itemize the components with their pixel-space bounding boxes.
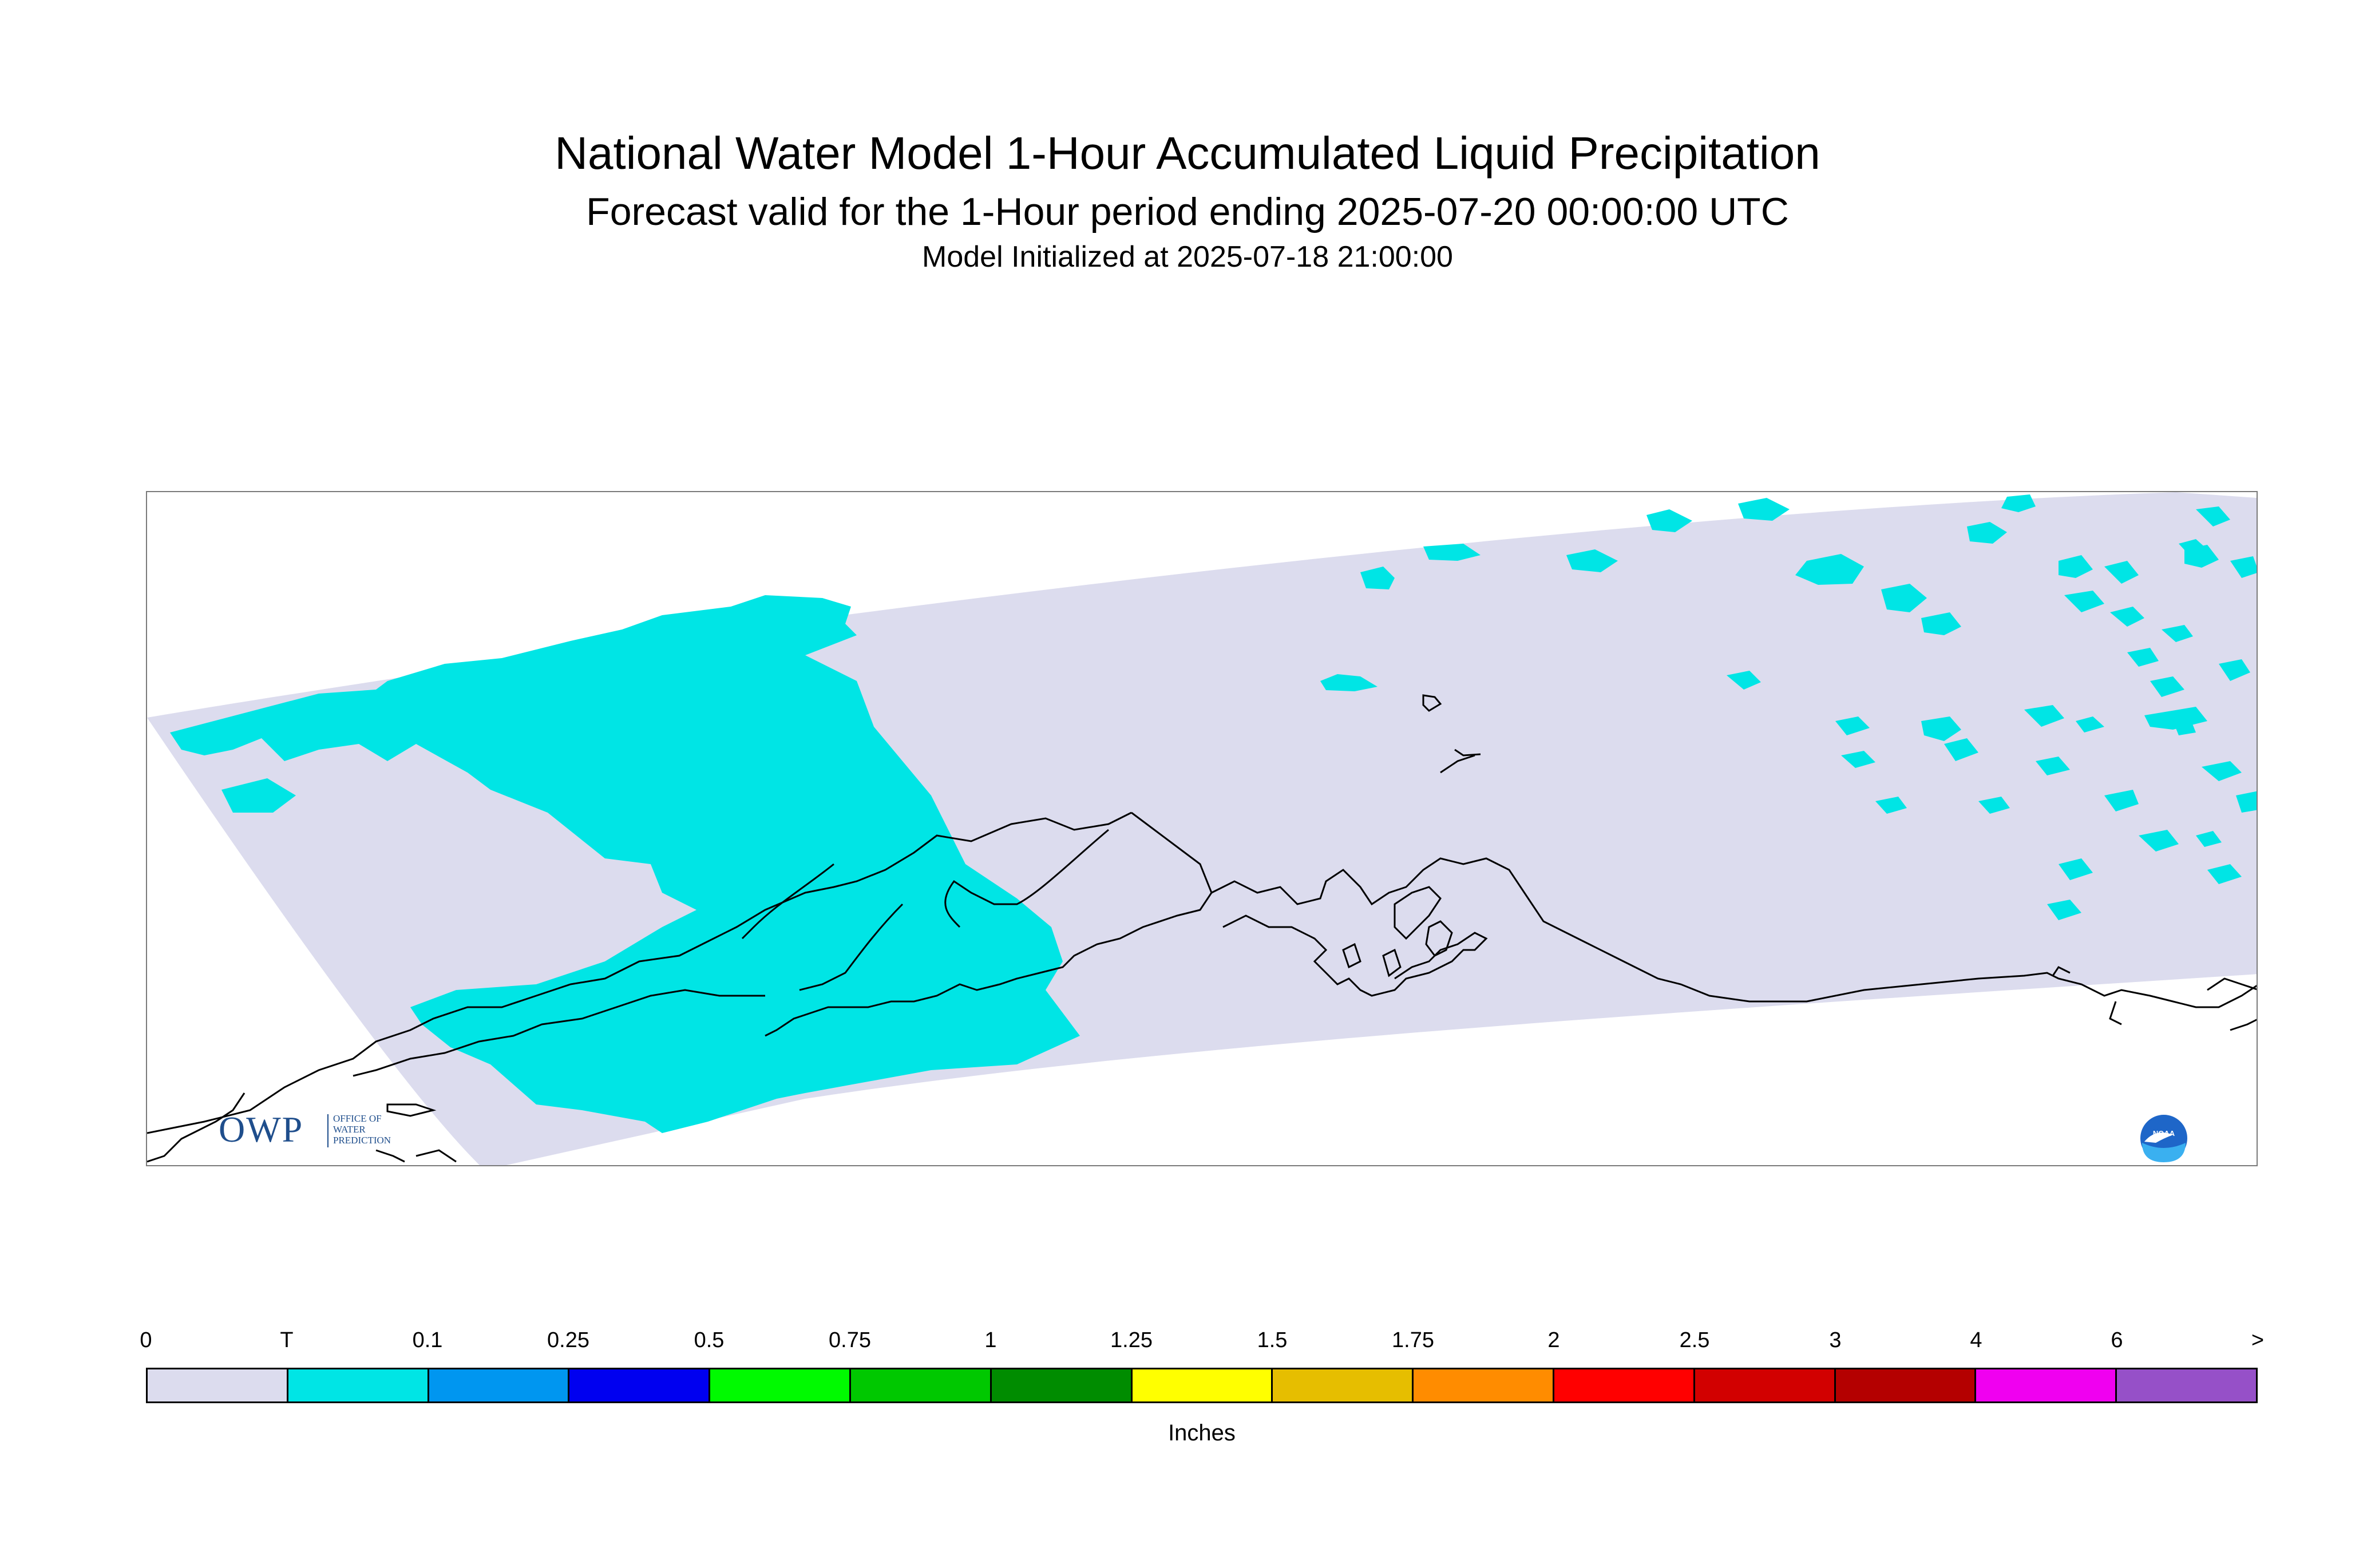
owp-logo: OWP OFFICE OF WATER PREDICTION — [219, 1109, 436, 1150]
legend-swatches — [146, 1368, 2258, 1403]
legend-swatch — [1976, 1369, 2117, 1401]
legend-swatch — [1695, 1369, 1836, 1401]
legend-tick-label: 1 — [984, 1328, 997, 1352]
legend-swatch — [1835, 1369, 1977, 1401]
map-svg — [147, 492, 2257, 1165]
legend-swatch — [429, 1369, 570, 1401]
owp-logo-subtext: OFFICE OF WATER PREDICTION — [333, 1113, 430, 1146]
legend-tick-label: T — [280, 1328, 294, 1352]
legend-swatch — [288, 1369, 429, 1401]
legend-swatch — [1414, 1369, 1554, 1401]
model-domain — [147, 492, 2257, 1165]
map-title: National Water Model 1-Hour Accumulated … — [555, 128, 1820, 179]
legend-tick-label: 1.25 — [1110, 1328, 1153, 1352]
legend-swatch — [991, 1369, 1133, 1401]
legend-swatch — [1554, 1369, 1695, 1401]
owp-sub-line-2: WATER — [333, 1124, 366, 1135]
legend-tick-label: > — [2251, 1328, 2265, 1352]
owp-sub-line-3: PREDICTION — [333, 1135, 391, 1146]
svg-text:NOAA: NOAA — [2153, 1129, 2175, 1138]
owp-logo-letters: OWP — [219, 1109, 304, 1150]
legend-swatch — [1132, 1369, 1273, 1401]
legend-tick-label: 6 — [2111, 1328, 2123, 1352]
legend-tick-label: 3 — [1829, 1328, 1842, 1352]
legend-swatch — [850, 1369, 992, 1401]
coastlines — [147, 694, 2257, 1163]
legend-tick-label: 0.1 — [412, 1328, 443, 1352]
legend-swatch — [1273, 1369, 1414, 1401]
map-subtitle: Forecast valid for the 1-Hour period end… — [586, 190, 1789, 233]
legend-swatch — [569, 1369, 711, 1401]
legend-tick-label: 0 — [140, 1328, 152, 1352]
legend-tick-label: 1.5 — [1257, 1328, 1288, 1352]
legend-swatch — [2117, 1369, 2256, 1401]
legend-tick-label: 2 — [1547, 1328, 1560, 1352]
legend-swatch — [148, 1369, 288, 1401]
legend-tick-label: 4 — [1970, 1328, 1982, 1352]
legend-tick-label: 1.75 — [1392, 1328, 1434, 1352]
legend-swatch — [710, 1369, 851, 1401]
owp-sub-line-1: OFFICE OF — [333, 1113, 382, 1124]
model-init-text: Model Initialized at 2025-07-18 21:00:00 — [922, 240, 1453, 274]
precipitation-map: OWP OFFICE OF WATER PREDICTION NOAA — [146, 491, 2258, 1166]
legend-tick-label: 0.5 — [694, 1328, 725, 1352]
owp-logo-divider — [327, 1114, 328, 1147]
legend-tick-label: 0.25 — [547, 1328, 589, 1352]
precip-trace-areas — [170, 494, 2257, 1133]
legend-units: Inches — [1168, 1420, 1236, 1446]
legend-tick-label: 2.5 — [1679, 1328, 1710, 1352]
noaa-logo: NOAA — [2139, 1114, 2188, 1163]
legend-tick-label: 0.75 — [829, 1328, 871, 1352]
